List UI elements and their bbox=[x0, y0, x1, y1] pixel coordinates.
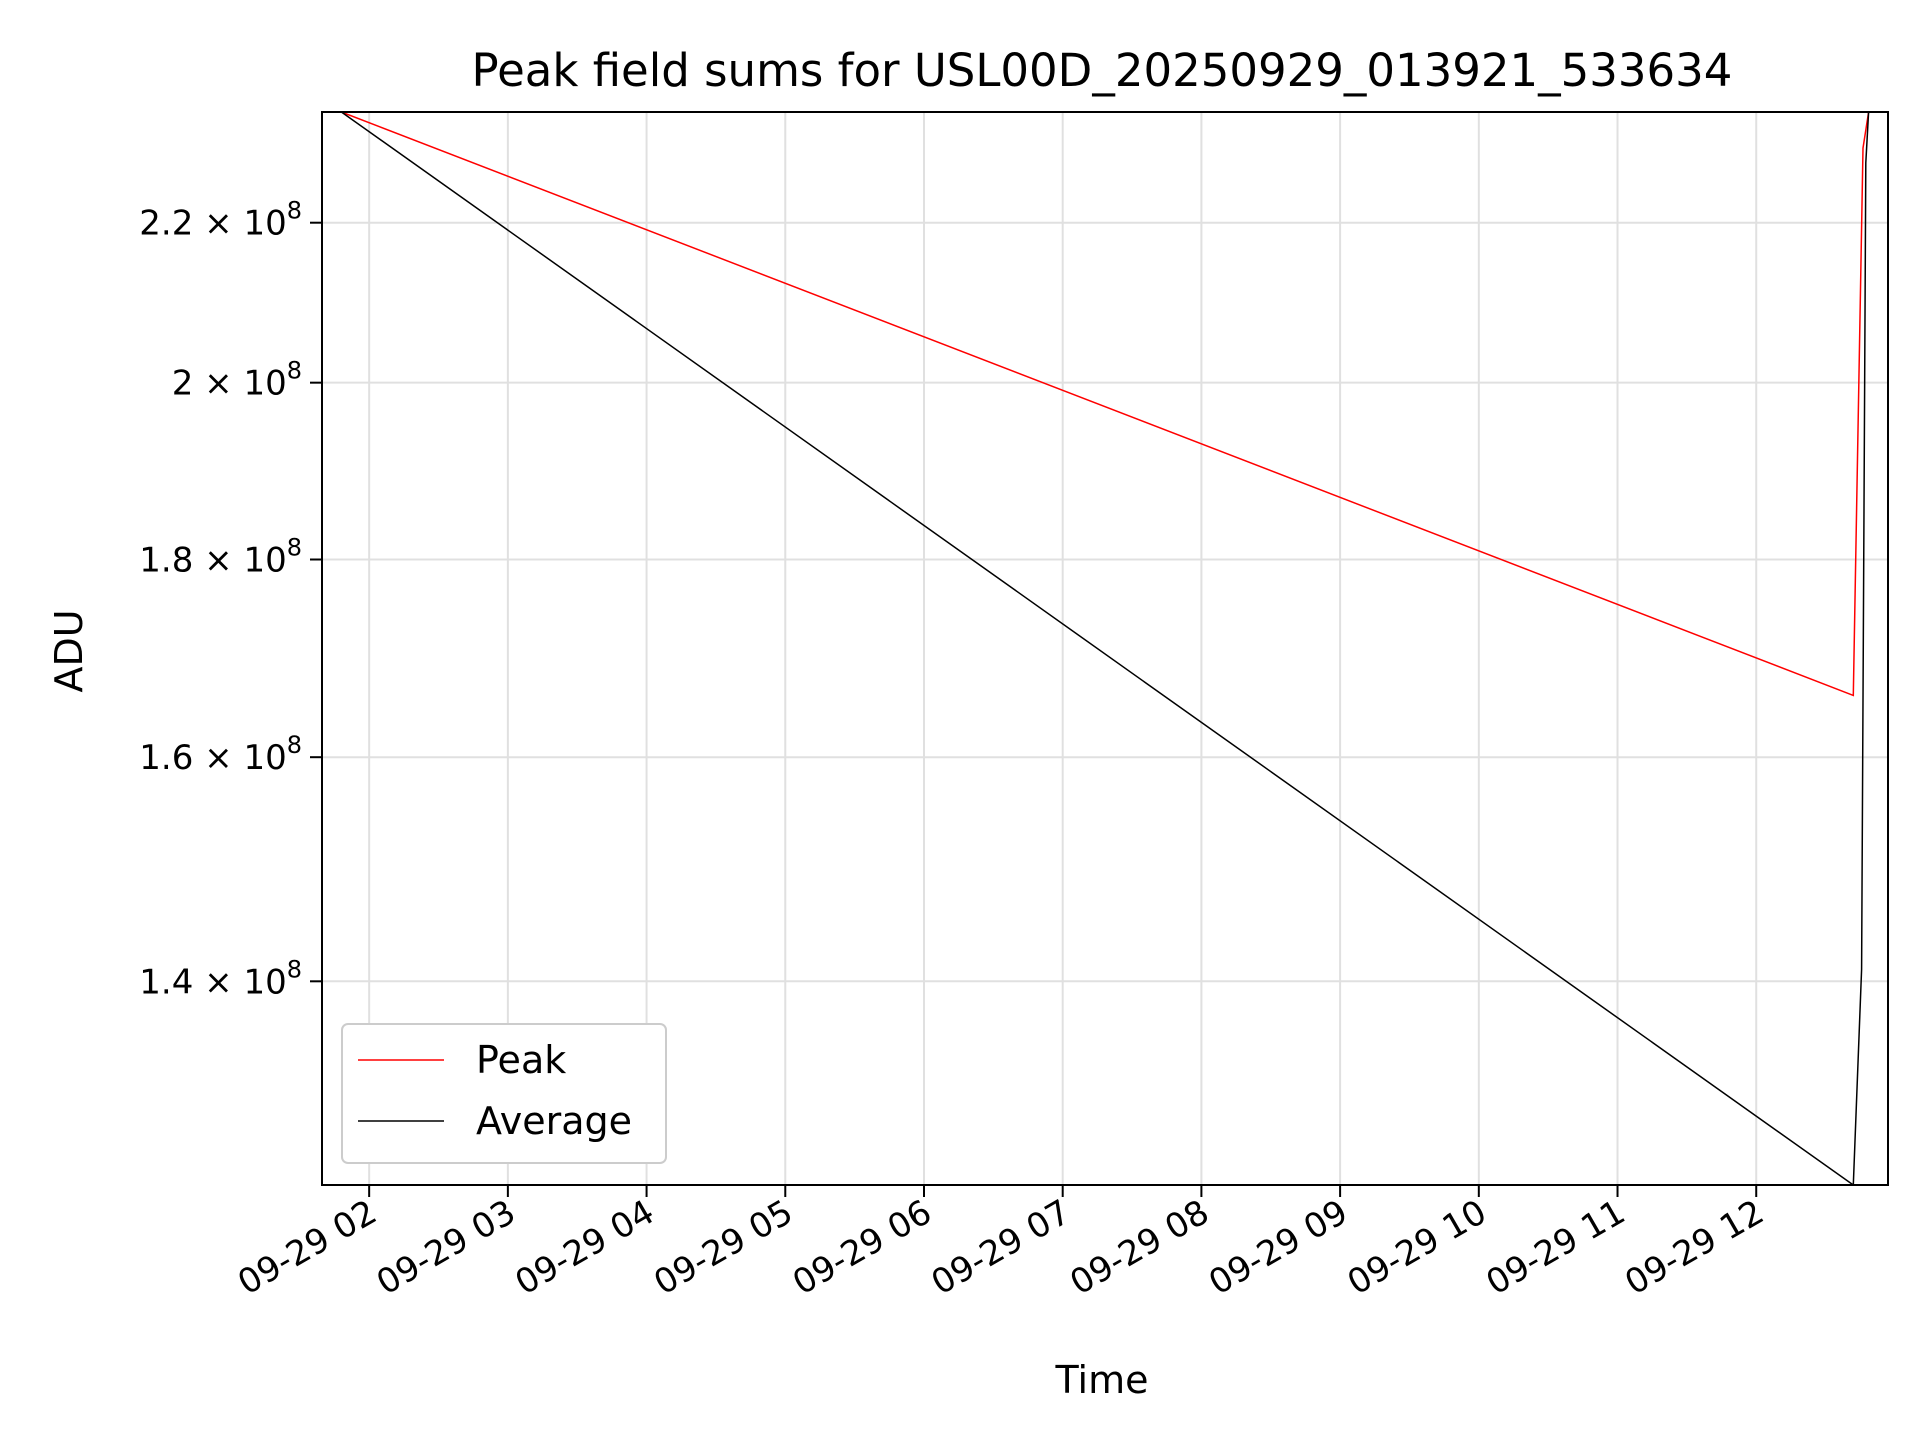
grid bbox=[322, 112, 1888, 1185]
y-tick-label: 1.8 × 108 bbox=[139, 534, 302, 581]
legend-box bbox=[341, 1023, 667, 1164]
x-axis-label: Time bbox=[1055, 1358, 1149, 1402]
legend-label-peak: Peak bbox=[476, 1038, 566, 1082]
y-tick-label: 1.4 × 108 bbox=[139, 955, 302, 1002]
y-tick-label: 1.6 × 108 bbox=[139, 731, 302, 778]
plot-lines bbox=[340, 112, 1870, 1185]
y-tick-label: 2.2 × 108 bbox=[139, 197, 302, 244]
legend: Peak Average bbox=[341, 1023, 667, 1164]
series-line-average bbox=[340, 112, 1870, 1185]
y-axis: 1.4 × 108 1.6 × 108 1.8 × 108 2 × 108 2.2 × … bbox=[139, 197, 322, 1002]
chart-title: Peak field sums for USL00D_20250929_0139… bbox=[472, 44, 1733, 97]
y-tick-label: 2 × 108 bbox=[172, 357, 302, 404]
series-line-peak bbox=[341, 112, 1870, 697]
legend-label-average: Average bbox=[476, 1099, 632, 1143]
plot-frame bbox=[321, 111, 1889, 1186]
y-axis-label: ADU bbox=[47, 609, 91, 692]
